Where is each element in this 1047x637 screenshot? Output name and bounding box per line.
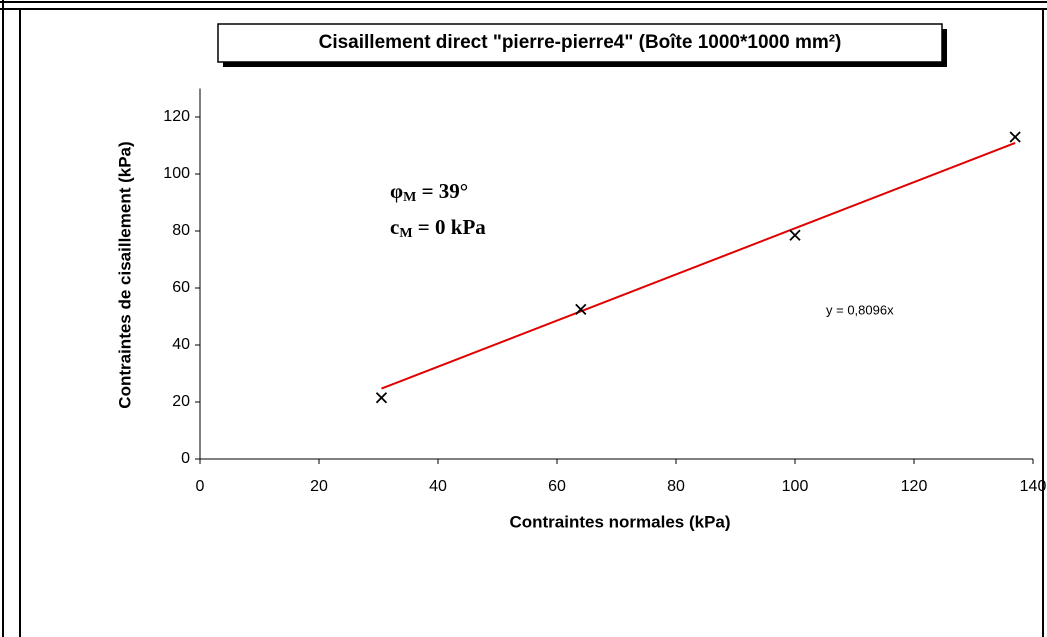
- y-tick-label: 100: [163, 165, 190, 182]
- y-axis-label: Contraintes de cisaillement (kPa): [115, 141, 134, 408]
- point: [1009, 131, 1021, 143]
- annotation-text: = 0 kPa: [413, 215, 487, 239]
- x-tick-label: 40: [429, 478, 447, 495]
- annotation-symbol: φ: [390, 179, 403, 203]
- x-tick-label: 80: [667, 478, 685, 495]
- y-tick-label: 120: [163, 108, 190, 125]
- x-tick-label: 0: [196, 478, 205, 495]
- trendline-label: y = 0,8096x: [826, 302, 894, 317]
- x-tick-label: 100: [782, 478, 809, 495]
- annotation-symbol: c: [390, 215, 399, 239]
- x-tick-label: 60: [548, 478, 566, 495]
- y-tick-label: 0: [181, 450, 190, 467]
- point: [575, 303, 587, 316]
- y-tick-label: 20: [172, 393, 190, 410]
- annotation: φM = 39°: [390, 179, 468, 205]
- point: [375, 392, 388, 404]
- chart-title: Cisaillement direct "pierre-pierre4" (Bo…: [319, 32, 842, 53]
- annotation-subscript: M: [399, 226, 412, 241]
- annotation-text: = 39°: [416, 179, 468, 203]
- y-tick-label: 60: [172, 279, 190, 296]
- y-tick-label: 80: [172, 222, 190, 239]
- title-box: [217, 23, 943, 63]
- x-tick-label: 120: [901, 478, 928, 495]
- point: [789, 229, 801, 241]
- x-axis-label: Contraintes normales (kPa): [509, 512, 730, 531]
- x-tick-label: 140: [1020, 478, 1047, 495]
- trendline: [381, 142, 1016, 390]
- annotation: cM = 0 kPa: [390, 215, 486, 241]
- x-tick-label: 20: [310, 478, 328, 495]
- y-tick-label: 40: [172, 336, 190, 353]
- annotation-subscript: M: [403, 190, 416, 205]
